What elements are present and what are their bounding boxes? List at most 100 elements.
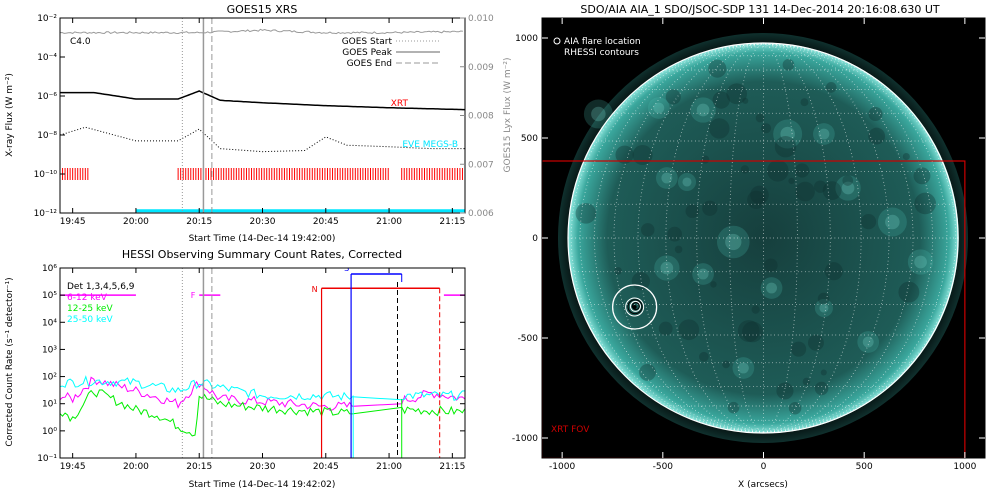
goes-y-tick-label: 10⁻²	[37, 14, 57, 24]
active-region-blob	[907, 249, 934, 275]
coronal-dark-patch	[685, 204, 700, 218]
active-region-blob	[677, 172, 697, 192]
active-regions	[575, 58, 937, 415]
hessi-det-label: Det 1,3,4,5,6,9	[67, 282, 135, 292]
hessi-axes: 19:45 20:00 20:15 20:30 20:45 21:00 21:15 10⁻¹ 1…	[37, 264, 465, 472]
hessi-xlabel: Start Time (14-Dec-14 19:42:02)	[189, 480, 336, 490]
aia-panel: SDO/AIA AIA_1 SDO/JSOC-SDP 131 14-Dec-20…	[512, 3, 986, 490]
active-region-core	[661, 172, 673, 184]
hessi-flag-f-label: F	[191, 291, 196, 300]
coronal-dark-patch	[722, 360, 730, 369]
active-region-blob	[690, 97, 716, 123]
coronal-dark-patch	[791, 341, 807, 357]
coronal-dark-patch	[868, 106, 883, 122]
goes-y-tick-label: 10⁻⁸	[37, 131, 57, 141]
goes-frame	[59, 17, 466, 214]
active-region-blob	[692, 263, 714, 285]
aia-axes: -1000 -500 0 500 1000 -1000 -500 0 500 1000	[512, 18, 985, 472]
goes-y-tick-label: 10⁻¹²	[34, 209, 58, 219]
xrt-label: XRT	[391, 99, 409, 109]
goes-y2-tick-label: 0.006	[468, 209, 494, 219]
lyx-flux-line	[60, 28, 463, 35]
coronal-dark-patch	[842, 175, 854, 186]
coronal-dark-patch	[710, 281, 717, 288]
coronal-dark-patch	[699, 351, 709, 362]
coronal-dark-patch	[708, 59, 727, 78]
flare-location-circle	[611, 284, 658, 330]
active-region-core	[725, 233, 742, 251]
hessi-plot-area: F N S	[60, 264, 465, 458]
coronal-dark-patch	[860, 214, 877, 230]
coronal-dark-patch	[914, 192, 937, 215]
goes-plot-area	[60, 18, 465, 213]
coronal-dark-patch	[640, 223, 655, 237]
coronal-dark-patch	[747, 190, 766, 209]
active-region-blob	[760, 277, 783, 299]
goes-ylabel-left: X-ray Flux (W m⁻²)	[5, 73, 15, 157]
active-region-blob	[655, 167, 678, 189]
coronal-dark-patch	[814, 381, 829, 396]
hessi-band-6-12: 6-12 keV	[67, 293, 108, 303]
coronal-dark-patch	[782, 58, 795, 71]
hessi-ylabel: Corrected Count Rate (s⁻¹ detector⁻¹)	[5, 277, 15, 446]
hessi-band-12-25: 12-25 keV	[67, 304, 113, 314]
active-region-blob	[583, 99, 613, 129]
rhessi-contour	[631, 302, 640, 311]
coronal-dark-patch	[802, 377, 811, 386]
coronal-dark-patch	[795, 163, 810, 178]
goes-y2-tick-label: 0.008	[468, 112, 494, 122]
coronal-dark-patch	[760, 123, 772, 134]
active-region-core	[697, 268, 709, 280]
coronal-dark-patch	[701, 155, 710, 164]
hessi-x-tick-label: 20:00	[123, 462, 149, 472]
hessi-y-tick-label: 10⁰	[42, 427, 57, 437]
coronal-dark-patch	[795, 181, 815, 202]
aia-y-tick-label: 1000	[515, 34, 538, 44]
hessi-flag-s-label: S	[344, 264, 349, 273]
hessi-x-tick-label: 20:45	[313, 462, 339, 472]
coronal-dark-patch	[750, 185, 769, 205]
hessi-series-6-12-kev	[60, 376, 465, 411]
rhessi-contour	[627, 299, 643, 315]
active-region-blob	[835, 175, 861, 201]
longitude-line	[613, 43, 764, 433]
aia-x-tick-label: -1000	[549, 462, 575, 472]
coronal-dark-patch	[824, 262, 843, 281]
hessi-x-tick-label: 19:45	[60, 462, 86, 472]
eve-label: EVE MEGS-B	[402, 140, 458, 150]
active-region-core	[653, 102, 665, 114]
coronal-dark-patch	[774, 136, 797, 158]
hessi-title: HESSI Observing Summary Count Rates, Cor…	[122, 248, 402, 261]
longitude-line	[763, 43, 798, 433]
coronal-dark-patch	[727, 401, 740, 414]
aia-x-tick-label: 0	[761, 462, 767, 472]
goes-y2-tick-label: 0.010	[468, 14, 494, 24]
coronal-dark-patch	[658, 321, 673, 336]
active-region-core	[682, 177, 692, 187]
goes-ylabel-right: GOES15 Lyx Flux (W m⁻²)	[503, 58, 513, 173]
coronal-dark-patch	[902, 152, 910, 161]
coronal-dark-patch	[742, 321, 763, 343]
coronal-dark-patch	[820, 369, 827, 376]
coronal-dark-patch	[702, 200, 718, 216]
longitude-line	[729, 43, 764, 433]
active-region-core	[862, 336, 874, 348]
coronal-dark-patch	[913, 167, 931, 185]
active-region-core	[737, 362, 749, 374]
xrt-observation-interval	[177, 168, 389, 180]
coronal-dark-patch	[822, 181, 842, 201]
solar-limb	[567, 42, 959, 434]
active-region-blob	[732, 357, 755, 379]
rhessi-contour-core	[632, 305, 637, 309]
coronal-dark-patch	[632, 145, 653, 166]
aia-legend-rhessi: RHESSI contours	[564, 48, 639, 58]
goes-x-tick-label: 21:00	[376, 217, 402, 227]
active-region-core	[819, 303, 829, 313]
coronal-dark-patch	[776, 382, 794, 400]
active-region-blob	[773, 119, 803, 149]
hessi-y-tick-label: 10⁴	[42, 318, 57, 328]
coronal-dark-patch	[817, 292, 830, 305]
goes-y-tick-label: 10⁻¹⁰	[34, 170, 58, 180]
